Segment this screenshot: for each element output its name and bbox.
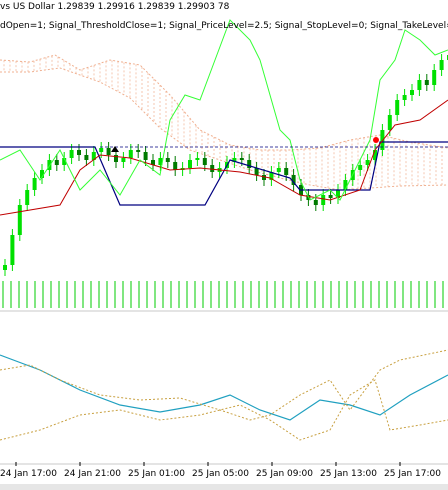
chikou-span-line	[0, 19, 448, 201]
trade-markers	[111, 137, 379, 152]
candle-body	[136, 150, 141, 152]
candle-body	[91, 152, 96, 160]
candle-body	[17, 205, 22, 235]
candle-body	[269, 172, 274, 180]
chart-grid	[0, 310, 448, 466]
candle-body	[173, 162, 178, 170]
time-label: 25 Jan 17:00	[384, 469, 441, 479]
oscillator-signal-line	[0, 349, 448, 421]
candle-body	[239, 158, 244, 160]
candle-body	[291, 175, 296, 185]
candle-body	[343, 180, 348, 190]
candle-body	[54, 160, 59, 165]
candle-body	[395, 100, 400, 115]
candle-body	[365, 160, 370, 165]
candle-body	[336, 190, 340, 198]
oscillator-main-line	[0, 354, 448, 421]
candle-body	[99, 148, 104, 152]
ichimoku-cloud	[0, 54, 448, 191]
candle-body	[276, 168, 281, 172]
candle-body	[128, 150, 133, 158]
candle-body	[10, 235, 15, 265]
candle-body	[321, 195, 326, 205]
up-arrow-icon	[111, 146, 119, 152]
oscillator-histogram-line	[0, 379, 448, 441]
candle-body	[432, 70, 437, 85]
candle-body	[373, 150, 377, 160]
candle-body	[417, 80, 422, 90]
horizontal-scrollbar[interactable]	[0, 484, 448, 490]
candlestick-series	[3, 54, 448, 276]
candle-body	[254, 168, 259, 175]
candle-body	[151, 160, 155, 165]
candle-body	[328, 195, 333, 198]
candle-body	[247, 160, 252, 168]
oscillator-subwindow	[0, 349, 448, 441]
candle-body	[62, 158, 67, 165]
cloud-span-a	[0, 54, 448, 151]
tenkan-sen-line	[0, 99, 448, 216]
candle-body	[313, 200, 318, 205]
candle-body	[25, 190, 30, 205]
buy-signal-icon	[373, 137, 379, 143]
symbol-quote-header: vs US Dollar 1.29839 1.29916 1.29839 1.2…	[0, 2, 230, 12]
candle-body	[84, 155, 89, 160]
candle-body	[402, 95, 407, 100]
candle-body	[69, 150, 74, 158]
candle-body	[121, 158, 126, 162]
candle-body	[32, 178, 37, 190]
time-label: 24 Jan 17:00	[0, 469, 57, 479]
kijun-sen-line	[0, 141, 448, 206]
volume-histogram	[2, 281, 444, 308]
candle-body	[195, 158, 200, 160]
candle-body	[202, 158, 207, 165]
time-label: 25 Jan 09:00	[256, 469, 313, 479]
candle-body	[262, 175, 266, 180]
time-label: 25 Jan 13:00	[320, 469, 377, 479]
indicator-lines	[0, 19, 448, 216]
candle-body	[358, 165, 363, 170]
candle-body	[158, 158, 163, 165]
candle-body	[40, 170, 44, 178]
candle-body	[3, 265, 7, 270]
candle-body	[106, 148, 111, 155]
candle-body	[410, 90, 414, 95]
candle-body	[77, 150, 81, 155]
candle-body	[232, 158, 237, 162]
candle-body	[439, 60, 444, 70]
expert-params-header: dOpen=1; Signal_ThresholdClose=1; Signal…	[0, 21, 448, 31]
time-label: 24 Jan 21:00	[64, 469, 121, 479]
candle-body	[210, 165, 215, 172]
time-label: 25 Jan 01:00	[128, 469, 185, 479]
candle-body	[114, 155, 118, 162]
candle-body	[165, 158, 170, 162]
candle-body	[143, 152, 148, 160]
candle-body	[424, 80, 429, 85]
candle-body	[387, 115, 392, 130]
candle-body	[284, 168, 289, 175]
candle-body	[188, 160, 192, 168]
time-label: 25 Jan 05:00	[192, 469, 249, 479]
